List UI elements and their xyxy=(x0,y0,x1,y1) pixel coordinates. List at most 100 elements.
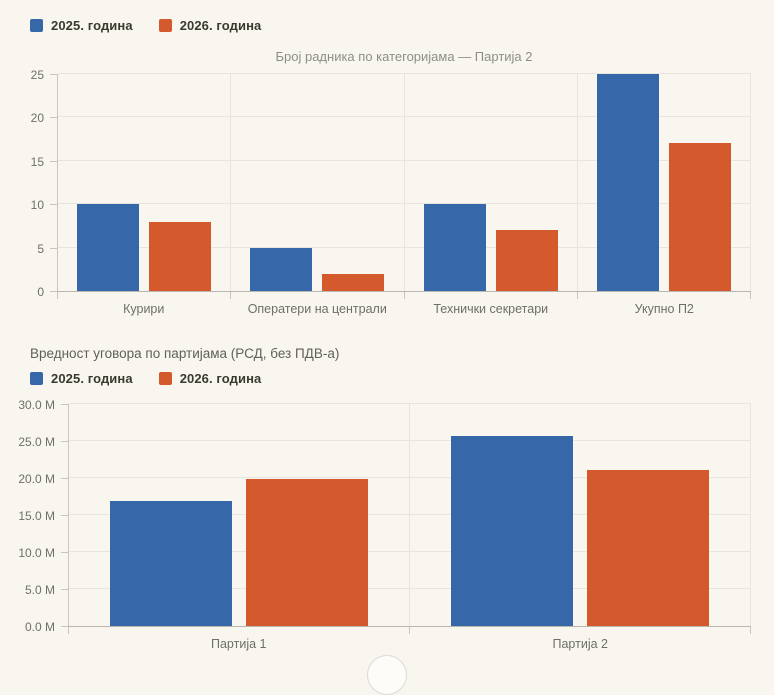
y-tick-label: 5.0 M xyxy=(24,583,55,597)
gridline xyxy=(69,588,751,589)
contract-values-bar-chart: 0.0 M 5.0 M 10.0 M 15.0 M 20.0 M 25.0 M 30.0 M… xyxy=(0,398,751,651)
y-tick-mark xyxy=(61,441,68,442)
legend-swatch-2025-icon xyxy=(30,19,43,32)
legend-item-2025[interactable]: 2025. година xyxy=(30,371,133,386)
workers-chart-section: 2025. година 2026. година Број радника п… xyxy=(0,0,774,316)
gridline xyxy=(58,116,751,118)
y-tick-label: 20.0 M xyxy=(18,472,55,486)
y-tick-label: 0 xyxy=(37,285,44,299)
bar-group xyxy=(69,404,410,626)
x-ticks xyxy=(68,627,751,634)
y-tick-mark xyxy=(61,478,68,479)
y-tick-label: 10 xyxy=(30,198,44,213)
bar[interactable] xyxy=(77,204,140,291)
workers-chart-title: Број радника по категоријама — Партија 2 xyxy=(275,49,533,64)
x-tick-mark xyxy=(578,292,751,299)
y-tick-label: 0.0 M xyxy=(24,620,55,634)
y-tick-label: 30.0 M xyxy=(18,398,55,412)
x-axis-label: Партија 2 xyxy=(552,637,608,651)
y-tick-label: 5 xyxy=(37,241,44,256)
bar[interactable] xyxy=(423,204,486,291)
bar[interactable] xyxy=(495,230,558,291)
bar[interactable] xyxy=(110,500,232,626)
bar[interactable] xyxy=(246,478,368,626)
x-axis-label: Технички секретари xyxy=(433,302,549,316)
legend-item-2025[interactable]: 2025. година xyxy=(30,18,133,33)
legend-label-2025: 2025. година xyxy=(51,371,133,386)
bar-groups xyxy=(58,74,751,291)
y-tick-label: 15.0 M xyxy=(18,509,55,523)
x-axis-labels: Партија 1 Партија 2 xyxy=(68,637,751,651)
top-spacer xyxy=(0,0,774,18)
bar[interactable] xyxy=(149,221,212,291)
legend-label-2025: 2025. година xyxy=(51,18,133,33)
gridline xyxy=(69,477,751,478)
y-tick-label: 10.0 M xyxy=(18,546,55,560)
scroll-indicator-button[interactable] xyxy=(367,655,407,695)
x-tick-mark xyxy=(405,292,578,299)
workers-bar-chart: 0 5 10 15 20 25 Курири Оператери на централи Тех… xyxy=(0,68,751,316)
y-tick-mark xyxy=(50,160,57,162)
bar[interactable] xyxy=(596,74,659,291)
legend-swatch-2025-icon xyxy=(30,372,43,385)
y-tick-label: 15 xyxy=(30,154,44,169)
y-axis: 0 5 10 15 20 25 xyxy=(0,68,57,299)
contract-values-chart-title: Вредност уговора по партијама (РСД, без … xyxy=(30,346,340,361)
y-tick-label: 25.0 M xyxy=(18,435,55,449)
legend-swatch-2026-icon xyxy=(158,19,172,32)
bar-group xyxy=(58,74,232,291)
legend-label-2026: 2026. година xyxy=(179,371,262,386)
bar-group xyxy=(231,74,405,291)
legend-swatch-2026-icon xyxy=(158,372,172,385)
x-axis-label: Укупно П2 xyxy=(634,302,694,316)
gridline xyxy=(69,440,751,441)
y-tick-mark xyxy=(61,515,68,516)
gridline xyxy=(58,159,751,161)
bar-group xyxy=(405,74,578,291)
x-axis-label: Курири xyxy=(123,302,165,316)
legend-item-2026[interactable]: 2026. година xyxy=(158,371,262,386)
bar[interactable] xyxy=(668,143,731,291)
y-tick-mark xyxy=(50,247,57,249)
plot-row: 0.0 M 5.0 M 10.0 M 15.0 M 20.0 M 25.0 M 30.0 M xyxy=(0,398,751,634)
bar-group xyxy=(410,404,751,626)
y-tick-mark xyxy=(61,589,68,590)
y-tick-mark xyxy=(61,404,68,405)
y-tick-label: 20 xyxy=(30,111,44,126)
gridline xyxy=(58,203,751,205)
contract-values-chart-legend: 2025. година 2026. година xyxy=(0,371,774,386)
y-tick-label: 25 xyxy=(30,68,44,82)
y-tick-mark xyxy=(50,74,57,75)
legend-item-2026[interactable]: 2026. година xyxy=(158,18,262,33)
x-tick-mark xyxy=(231,292,405,299)
y-axis: 0.0 M 5.0 M 10.0 M 15.0 M 20.0 M 25.0 M 30.0 M xyxy=(0,398,68,634)
bar[interactable] xyxy=(322,273,385,291)
plot-area xyxy=(68,403,751,627)
bar[interactable] xyxy=(451,435,573,626)
bar[interactable] xyxy=(587,469,709,626)
workers-chart-legend: 2025. година 2026. година xyxy=(0,18,774,33)
y-tick-mark xyxy=(61,552,68,553)
x-axis-label: Оператери на централи xyxy=(247,302,387,316)
plot-row: 0 5 10 15 20 25 xyxy=(0,68,751,299)
legend-label-2026: 2026. година xyxy=(179,18,262,33)
x-tick-mark xyxy=(57,292,232,299)
gridline xyxy=(58,73,751,74)
gridline xyxy=(69,514,751,515)
gridline xyxy=(58,246,751,248)
bar-group xyxy=(578,74,751,291)
y-tick-mark xyxy=(50,291,57,292)
gridline xyxy=(69,403,751,404)
x-tick-mark xyxy=(68,627,410,634)
x-axis-label: Партија 1 xyxy=(211,637,267,651)
y-tick-mark xyxy=(50,204,57,206)
y-tick-mark xyxy=(61,626,68,627)
x-axis-labels: Курири Оператери на централи Технички секр… xyxy=(57,302,751,316)
x-tick-mark xyxy=(410,627,751,634)
bar[interactable] xyxy=(250,247,313,291)
y-tick-mark xyxy=(50,117,57,119)
x-ticks xyxy=(57,292,751,299)
gridline xyxy=(69,551,751,552)
bar-groups xyxy=(69,404,751,626)
